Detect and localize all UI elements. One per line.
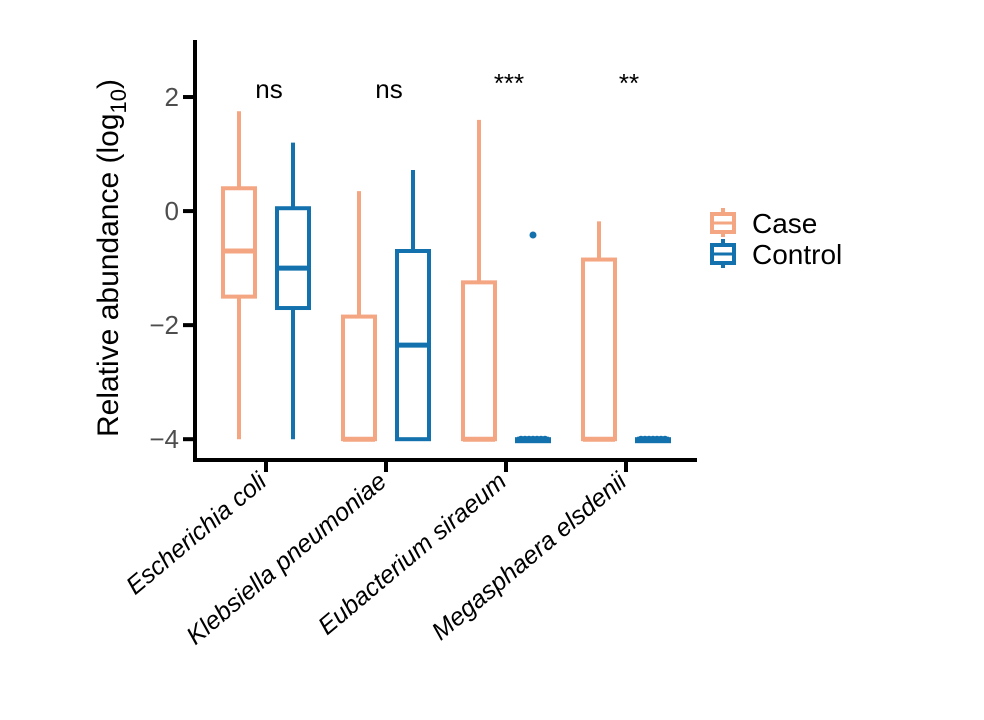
significance-label-1: ns	[255, 74, 282, 104]
box-control-3	[515, 231, 551, 444]
legend-label-control: Control	[752, 239, 842, 270]
y-tick-label: 2	[165, 82, 179, 112]
box-body	[221, 186, 257, 299]
box-case-4	[581, 221, 617, 442]
floor-point	[661, 435, 669, 443]
box-body	[275, 206, 311, 311]
x-category-label: Megasphaera elsdenii	[426, 466, 632, 646]
box-body	[461, 280, 497, 442]
significance-labels: ns ns *** **	[255, 68, 639, 104]
significance-label-3: ***	[494, 68, 524, 98]
significance-label-4: **	[619, 68, 639, 98]
box-control-1	[275, 142, 311, 440]
y-axis-title: Relative abundance (log10)	[92, 79, 131, 437]
legend-key-case	[710, 208, 736, 237]
box-case-3	[461, 119, 497, 442]
outlier-point	[529, 231, 537, 239]
floor-point	[541, 435, 549, 443]
box-body	[581, 257, 617, 442]
y-tick-label: 0	[165, 196, 179, 226]
box-control-4	[635, 435, 671, 444]
box-body	[341, 314, 377, 442]
x-category-label: Klebsiella pneumoniae	[181, 467, 392, 650]
significance-label-2: ns	[375, 74, 402, 104]
box-plot-marks	[221, 111, 671, 444]
legend-label-case: Case	[752, 208, 817, 239]
box-control-2	[395, 170, 431, 442]
y-axis-ticks: 2 0 −2 −4	[149, 82, 193, 454]
y-tick-label: −4	[149, 424, 179, 454]
box-case-2	[341, 191, 377, 442]
legend-key-control	[710, 239, 736, 268]
legend: Case Control	[710, 208, 842, 270]
box-case-1	[221, 111, 257, 440]
y-tick-label: −2	[149, 310, 179, 340]
